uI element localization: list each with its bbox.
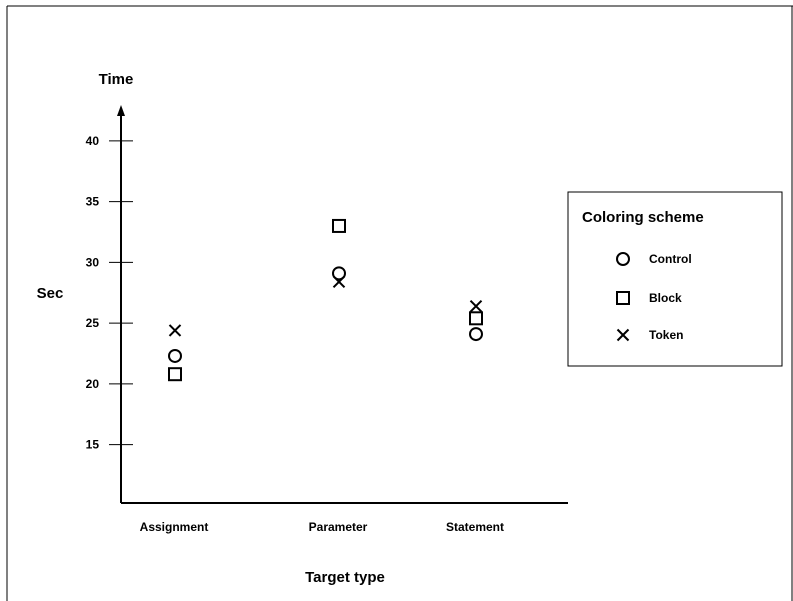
y-tick-label: 30 bbox=[86, 255, 100, 269]
legend-label: Block bbox=[649, 291, 682, 305]
data-point-block bbox=[168, 367, 182, 382]
legend-title: Coloring scheme bbox=[582, 209, 704, 226]
y-axis-arrowhead bbox=[117, 105, 125, 116]
legend-entries: Control Block Token bbox=[616, 252, 692, 342]
legend: Coloring scheme Control Block Token bbox=[567, 191, 783, 367]
y-ticks: 15 20 25 30 35 40 bbox=[86, 134, 133, 452]
x-category-label: Parameter bbox=[309, 520, 368, 534]
chart-title: Time bbox=[99, 71, 134, 88]
x-category-label: Assignment bbox=[140, 520, 209, 534]
data-point-token bbox=[168, 324, 182, 337]
data-point-control bbox=[168, 348, 182, 363]
y-tick-label: 15 bbox=[86, 438, 100, 452]
data-point-control bbox=[469, 327, 483, 342]
y-tick-label: 40 bbox=[86, 134, 100, 148]
data-point-token bbox=[469, 299, 483, 313]
y-axis-label: Sec bbox=[37, 285, 64, 302]
data-point-block bbox=[332, 218, 346, 233]
data-point-block bbox=[469, 311, 483, 326]
data-point-control bbox=[332, 266, 346, 281]
y-tick-label: 35 bbox=[86, 195, 100, 209]
legend-label: Token bbox=[649, 328, 683, 342]
legend-marker-block bbox=[616, 291, 630, 305]
y-tick-label: 20 bbox=[86, 377, 100, 391]
x-category-labels: Assignment Parameter Statement bbox=[140, 520, 504, 534]
x-axis-label: Target type bbox=[305, 569, 385, 586]
y-tick-label: 25 bbox=[86, 316, 100, 330]
x-category-label: Statement bbox=[446, 520, 504, 534]
data-point-token bbox=[332, 275, 346, 289]
legend-marker-control bbox=[616, 252, 630, 266]
legend-box bbox=[567, 191, 783, 367]
data-marks bbox=[168, 218, 483, 382]
legend-marker-token bbox=[616, 328, 630, 342]
legend-label: Control bbox=[649, 252, 692, 266]
